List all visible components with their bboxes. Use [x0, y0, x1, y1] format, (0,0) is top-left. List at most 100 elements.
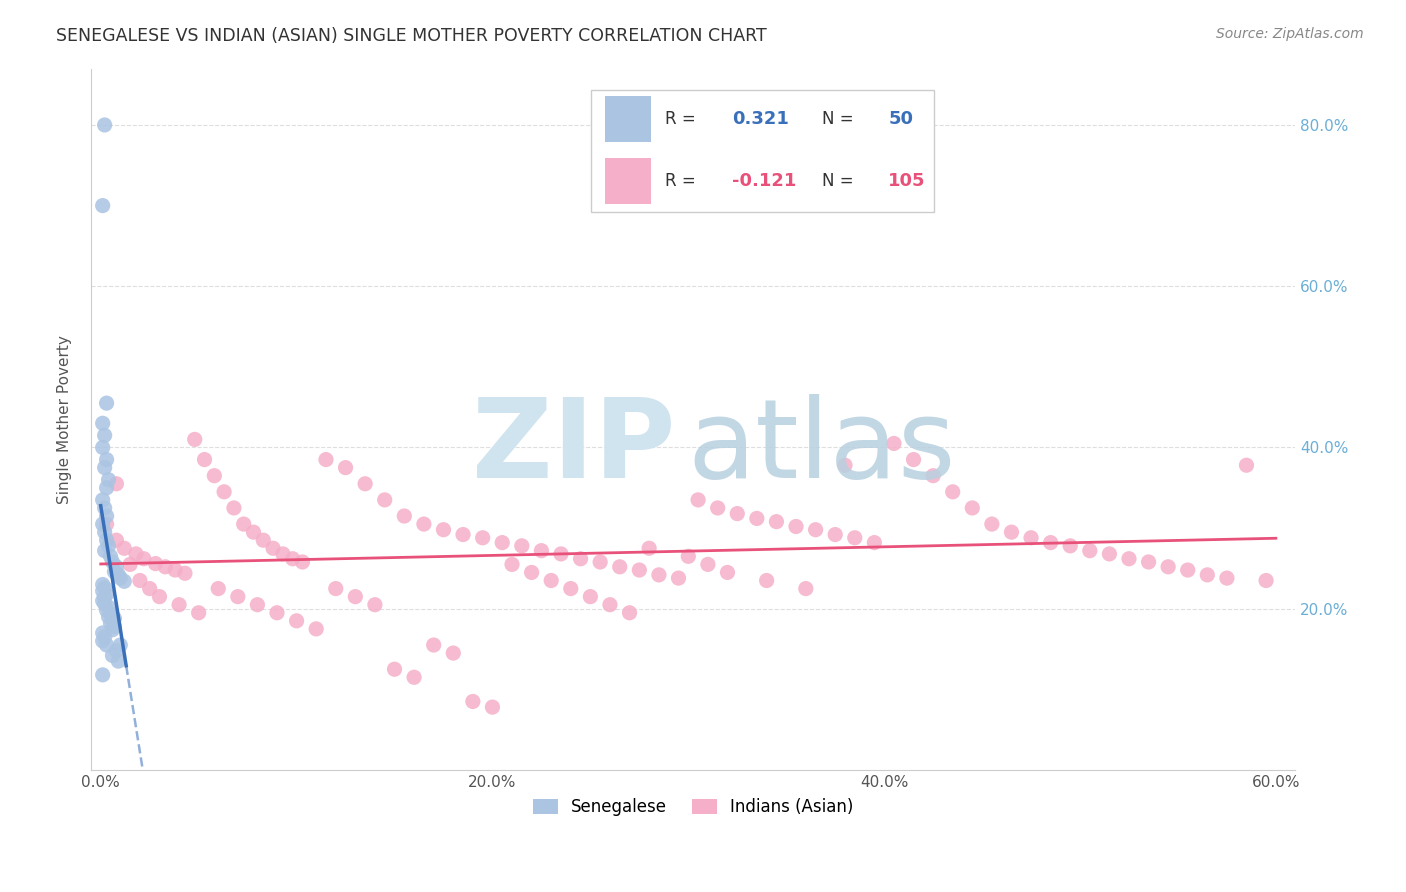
- Point: [101, 555, 124, 569]
- Point: [242, 525, 264, 540]
- Point: [520, 566, 543, 580]
- Bar: [605, 96, 651, 142]
- Point: [96, 587, 118, 601]
- Point: [101, 613, 124, 627]
- Point: [91, 417, 114, 431]
- Point: [785, 519, 807, 533]
- Point: [91, 198, 114, 212]
- Point: [461, 694, 484, 708]
- Point: [678, 549, 700, 564]
- Point: [550, 547, 572, 561]
- Point: [1078, 543, 1101, 558]
- Point: [91, 517, 114, 532]
- Point: [96, 533, 118, 548]
- Point: [165, 563, 187, 577]
- Point: [93, 460, 115, 475]
- Point: [93, 428, 115, 442]
- Point: [441, 646, 464, 660]
- Point: [1000, 525, 1022, 540]
- Point: [97, 539, 120, 553]
- Point: [100, 549, 122, 564]
- Point: [120, 558, 142, 572]
- Point: [222, 500, 245, 515]
- Point: [112, 574, 135, 589]
- Point: [824, 527, 846, 541]
- Point: [794, 582, 817, 596]
- Point: [942, 484, 965, 499]
- Point: [688, 492, 710, 507]
- Point: [93, 543, 115, 558]
- Text: R =: R =: [665, 172, 702, 190]
- Point: [91, 634, 114, 648]
- Point: [1039, 535, 1062, 549]
- Point: [501, 558, 523, 572]
- Point: [765, 515, 787, 529]
- Point: [96, 638, 118, 652]
- Point: [93, 500, 115, 515]
- Point: [285, 614, 308, 628]
- Point: [97, 600, 120, 615]
- Point: [696, 558, 718, 572]
- Point: [107, 654, 129, 668]
- Point: [110, 571, 132, 585]
- Point: [980, 517, 1002, 532]
- Point: [1019, 531, 1042, 545]
- Point: [101, 623, 124, 637]
- Point: [100, 616, 122, 631]
- Legend: Senegalese, Indians (Asian): Senegalese, Indians (Asian): [524, 790, 862, 825]
- Point: [354, 476, 377, 491]
- Point: [93, 630, 115, 644]
- Text: N =: N =: [823, 110, 859, 128]
- Point: [93, 597, 115, 611]
- Point: [638, 541, 661, 556]
- Point: [374, 492, 396, 507]
- Point: [1118, 551, 1140, 566]
- Point: [174, 566, 197, 581]
- Point: [100, 607, 122, 621]
- Point: [668, 571, 690, 585]
- Point: [305, 622, 328, 636]
- Point: [725, 507, 748, 521]
- Point: [422, 638, 444, 652]
- Point: [540, 574, 562, 588]
- Point: [315, 452, 337, 467]
- Point: [145, 557, 167, 571]
- Point: [93, 525, 115, 540]
- Point: [628, 563, 651, 577]
- Point: [1197, 567, 1219, 582]
- Point: [91, 584, 114, 599]
- Point: [103, 619, 125, 633]
- Y-axis label: Single Mother Poverty: Single Mother Poverty: [58, 334, 72, 504]
- Point: [105, 476, 128, 491]
- Point: [184, 433, 207, 447]
- Point: [101, 648, 124, 663]
- Point: [262, 541, 284, 556]
- Point: [193, 452, 215, 467]
- Point: [93, 581, 115, 595]
- Point: [530, 543, 553, 558]
- Point: [364, 598, 387, 612]
- Point: [609, 559, 631, 574]
- Text: 0.321: 0.321: [731, 110, 789, 128]
- Text: 50: 50: [889, 110, 914, 128]
- Point: [335, 460, 357, 475]
- Point: [91, 577, 114, 591]
- Point: [125, 547, 148, 561]
- Point: [755, 574, 778, 588]
- Point: [155, 559, 177, 574]
- Point: [96, 481, 118, 495]
- Point: [96, 517, 118, 532]
- Point: [167, 598, 190, 612]
- Point: [96, 396, 118, 410]
- Point: [112, 541, 135, 556]
- Point: [128, 574, 150, 588]
- Point: [105, 533, 128, 548]
- Point: [132, 551, 155, 566]
- Point: [93, 591, 115, 605]
- Point: [569, 551, 592, 566]
- Point: [103, 565, 125, 579]
- Point: [1177, 563, 1199, 577]
- Point: [96, 508, 118, 523]
- Point: [246, 598, 269, 612]
- Point: [745, 511, 768, 525]
